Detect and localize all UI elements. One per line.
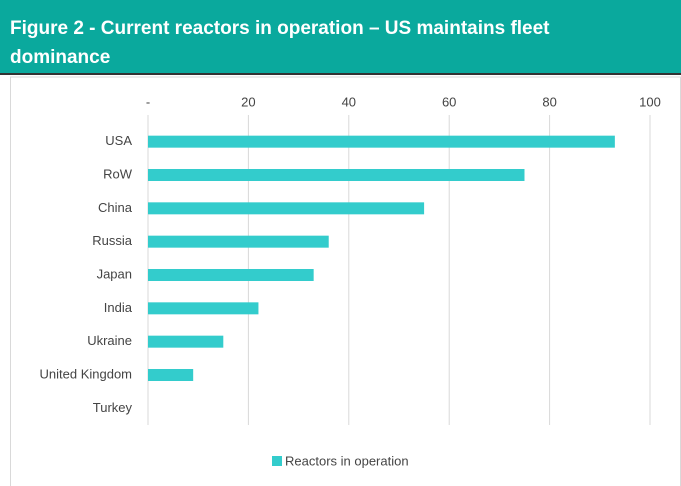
x-tick-label: 60: [442, 94, 456, 109]
x-tick-label: 20: [241, 94, 255, 109]
y-tick-label: Ukraine: [87, 333, 132, 348]
y-tick-label: RoW: [103, 166, 133, 181]
bar: [148, 235, 329, 248]
bar: [148, 269, 314, 281]
x-tick-label: 80: [542, 94, 556, 109]
header: Figure 2 - Current reactors in operation…: [0, 0, 681, 75]
x-tick-label: 40: [342, 94, 356, 109]
legend-label: Reactors in operation: [285, 453, 409, 468]
bar: [148, 335, 224, 348]
y-tick-label: Russia: [92, 233, 133, 248]
y-tick-label: United Kingdom: [40, 366, 133, 381]
y-tick-label: USA: [105, 133, 132, 148]
x-tick-label: 100: [639, 94, 661, 109]
bar: [148, 369, 194, 381]
chart-title: Figure 2 - Current reactors in operation…: [10, 18, 550, 68]
bar: [148, 202, 425, 215]
y-tick-label: Japan: [97, 266, 132, 281]
x-tick-label: -: [146, 94, 150, 109]
legend-swatch: [272, 456, 282, 466]
y-tick-label: China: [98, 200, 133, 215]
y-tick-label: Turkey: [93, 400, 133, 415]
bar: [148, 169, 525, 181]
bar: [148, 135, 615, 148]
y-tick-label: India: [104, 300, 133, 315]
bar: [148, 302, 259, 315]
